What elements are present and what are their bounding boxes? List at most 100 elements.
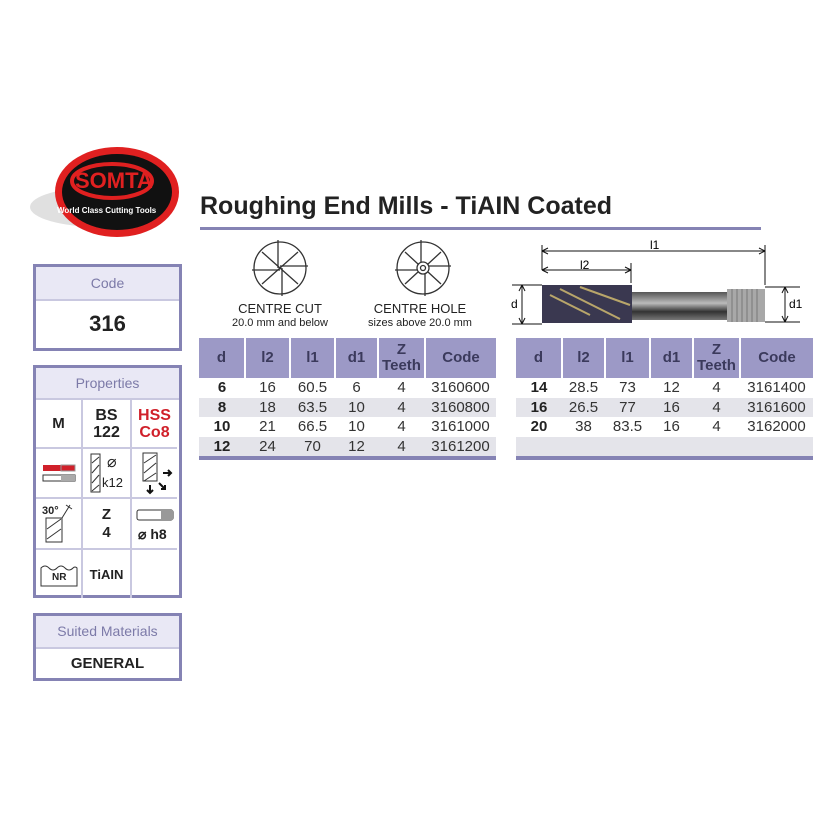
col-l1: l1 xyxy=(289,338,335,378)
table-cell xyxy=(605,436,650,456)
dim-d1: d1 xyxy=(789,297,803,311)
teeth-value: 4 xyxy=(102,523,111,541)
table-row: 8 18 63.5 10 4 3160800 xyxy=(199,397,496,417)
cutter-icon xyxy=(90,453,101,493)
table-cell: 14 xyxy=(530,379,548,397)
col-z: Z xyxy=(396,341,407,358)
table-cell: 63.5 xyxy=(290,397,335,417)
table-row: 10 21 66.5 10 4 3161000 xyxy=(199,417,496,437)
centre-cut-title: CENTRE CUT xyxy=(238,301,322,316)
material-cell: HSS Co8 xyxy=(132,400,177,449)
helix-angle: 30° xyxy=(42,505,59,517)
table-left-bottom-bar xyxy=(199,456,496,460)
centre-cut-caption: CENTRE CUT 20.0 mm and below xyxy=(215,302,345,330)
profile: NR xyxy=(52,572,67,583)
shank-icon xyxy=(136,509,174,521)
table-cell: 4 xyxy=(378,397,425,417)
table-cell: 10 xyxy=(213,418,231,436)
table-cell: 12 xyxy=(335,436,378,456)
suited-materials-box: Suited Materials GENERAL xyxy=(33,613,182,681)
table-cell: 77 xyxy=(605,397,650,417)
col-teeth: Z Teeth xyxy=(377,338,425,378)
table-cell: 70 xyxy=(290,436,335,456)
material-line1: HSS xyxy=(138,406,171,424)
table-cell: 16 xyxy=(663,418,680,436)
coating-cell: TiAIN xyxy=(83,550,132,598)
table-cell: 4 xyxy=(378,436,425,456)
table-cell: 3161600 xyxy=(740,397,813,417)
table-cell xyxy=(693,436,740,456)
code-box: Code 316 xyxy=(33,264,182,351)
table-row: 14 28.5 73 12 4 3161400 xyxy=(516,378,813,398)
dim-d: d xyxy=(511,297,518,311)
dim-l2: l2 xyxy=(580,258,590,272)
table-cell: 4 xyxy=(397,379,406,397)
table-cell: 3160800 xyxy=(425,397,496,417)
table-cell: 28.5 xyxy=(568,379,599,397)
title-rule xyxy=(200,227,761,230)
col-l2: l2 xyxy=(244,338,290,378)
table-cell xyxy=(562,436,605,456)
shank-tolerance: ⌀ h8 xyxy=(138,526,167,542)
table-cell: 16 xyxy=(259,379,276,397)
table-cell xyxy=(740,436,813,456)
table-cell: 6 xyxy=(352,379,361,397)
col-l1: l1 xyxy=(604,338,650,378)
table-cell: 6 xyxy=(217,379,227,397)
col-d: d xyxy=(516,338,562,378)
spec-table-right: d l2 l1 d1 Z Teeth Code 14 28.5 73 12 4 316140… xyxy=(516,338,813,456)
table-cell: 4 xyxy=(712,379,721,397)
col-code: Code xyxy=(424,338,496,378)
table-cell: 4 xyxy=(397,418,406,436)
table-cell xyxy=(516,436,562,456)
centre-hole-icon xyxy=(395,240,451,296)
centre-cut-icon xyxy=(252,240,308,296)
table-right-bottom-bar xyxy=(516,456,813,460)
table-cell: 4 xyxy=(693,397,740,417)
suited-materials-value: GENERAL xyxy=(70,655,145,672)
table-cell: 21 xyxy=(259,418,276,436)
table-cell: 12 xyxy=(663,379,680,397)
table-row: 6 16 60.5 6 4 3160600 xyxy=(199,378,496,398)
table-cell: 3161200 xyxy=(425,436,496,456)
table-cell: 16 xyxy=(516,397,562,417)
cutting-direction-icon xyxy=(132,449,177,499)
material-line2: Co8 xyxy=(139,423,170,441)
properties-label: Properties xyxy=(36,368,179,400)
table-cell: 8 xyxy=(199,397,245,417)
table-cell: 60.5 xyxy=(297,379,328,397)
empty-cell xyxy=(132,550,177,598)
table-cell: 16 xyxy=(650,397,693,417)
table-cell: 12 xyxy=(199,436,245,456)
logo-tagline: World Class Cutting Tools xyxy=(57,206,157,215)
bs-cell: BS 122 xyxy=(83,400,132,449)
centre-hole-caption: CENTRE HOLE sizes above 20.0 mm xyxy=(355,302,485,330)
standard-cell: M xyxy=(36,400,83,449)
table-cell: 10 xyxy=(348,418,365,436)
col-d1: d1 xyxy=(334,338,378,378)
logo-brand: SOMTA xyxy=(75,168,153,193)
bs-line1: BS xyxy=(95,406,118,424)
centre-hole-title: CENTRE HOLE xyxy=(373,301,467,316)
dim-l1: l1 xyxy=(650,238,660,252)
teeth-label: Z xyxy=(101,505,112,523)
bs-line2: 122 xyxy=(93,423,120,441)
page-title: Roughing End Mills - TiAIN Coated xyxy=(200,192,613,220)
table-row: 16 26.5 77 16 4 3161600 xyxy=(516,397,813,417)
col-code: Code xyxy=(739,338,813,378)
table-row: 12 24 70 12 4 3161200 xyxy=(199,436,496,456)
col-d1: d1 xyxy=(649,338,693,378)
helix-angle-cell: 30° xyxy=(36,499,83,550)
code-label: Code xyxy=(36,267,179,301)
profile-cell: NR xyxy=(36,550,83,598)
end-mill-drawing xyxy=(512,245,800,325)
table-cell: 26.5 xyxy=(562,397,605,417)
col-z: Z xyxy=(711,341,722,358)
table-cell: 10 xyxy=(335,397,378,417)
table-cell: 4 xyxy=(712,418,721,436)
centre-hole-subtitle: sizes above 20.0 mm xyxy=(368,317,472,329)
code-value: 316 xyxy=(89,311,126,336)
col-d: d xyxy=(199,338,245,378)
table-row xyxy=(516,436,813,456)
